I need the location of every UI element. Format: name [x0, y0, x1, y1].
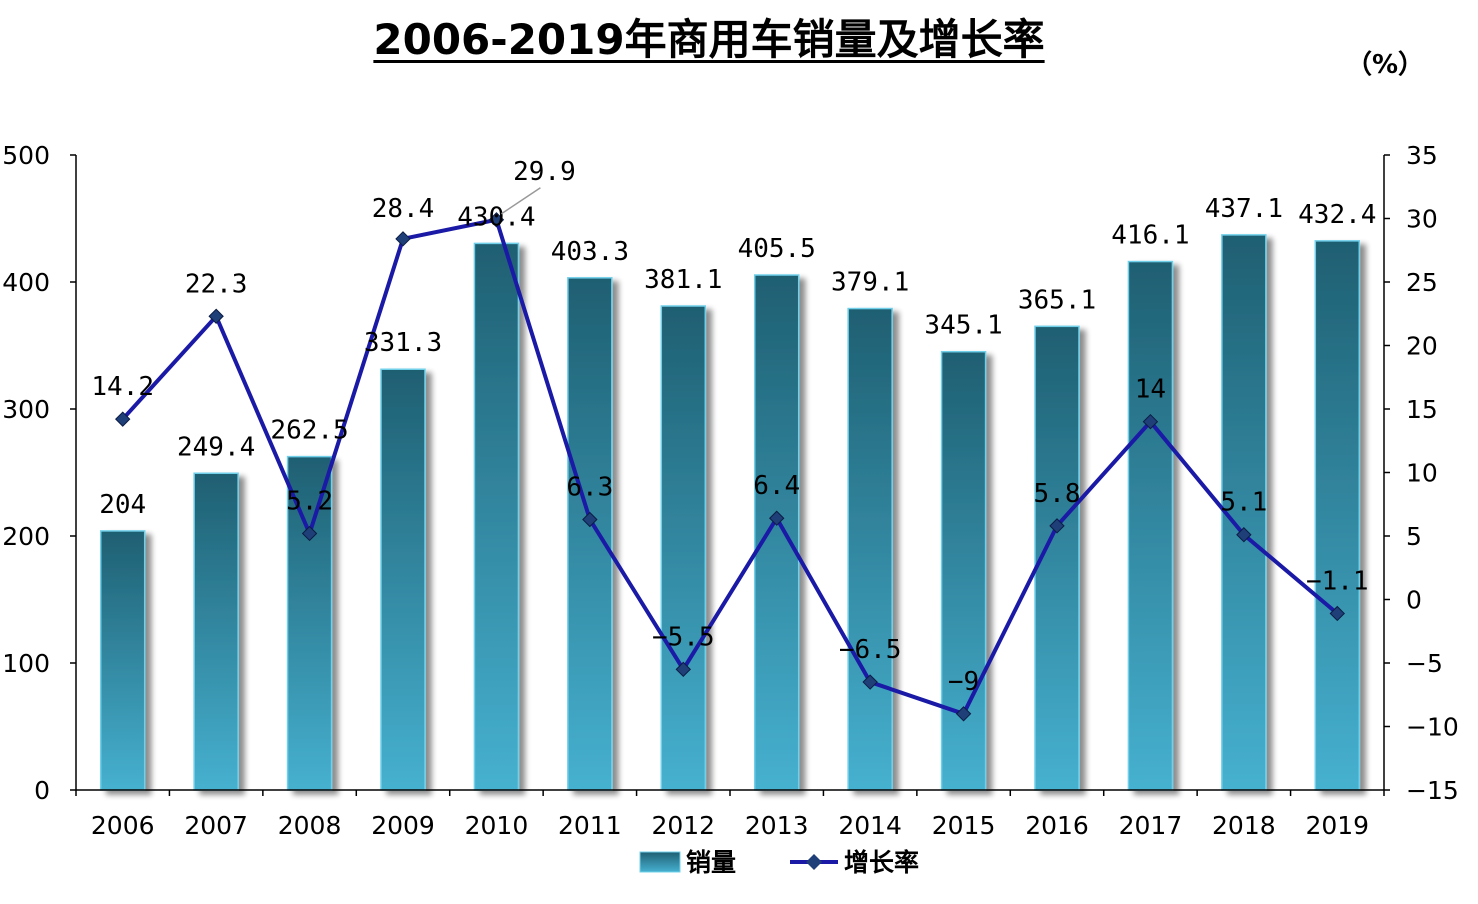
chart-title: 2006-2019年商用车销量及增长率	[373, 15, 1045, 64]
x-tick-label: 2016	[1025, 811, 1089, 840]
bar-value-label: 416.1	[1111, 221, 1189, 251]
bar-2018	[1221, 234, 1267, 791]
bar-2019	[1314, 240, 1361, 791]
x-tick-label: 2019	[1305, 811, 1369, 840]
left-tick-label: 0	[34, 776, 50, 805]
bar-value-label: 331.3	[364, 328, 442, 358]
growth-rate-value-label: 6.3	[566, 472, 613, 502]
bar-value-label: 403.3	[551, 237, 629, 267]
bar-value-label: 249.4	[177, 432, 255, 462]
growth-rate-value-label: −5.5	[652, 622, 715, 652]
bar-2016	[1034, 325, 1080, 791]
bar-2006	[99, 530, 146, 791]
legend-bar-swatch	[639, 851, 681, 873]
x-tick-label: 2010	[465, 811, 529, 840]
bar-2010	[473, 242, 520, 791]
legend-line-label: 增长率	[844, 848, 919, 877]
bar-value-label: 345.1	[924, 311, 1002, 341]
growth-rate-value-label: 5.8	[1034, 479, 1081, 509]
bar-value-label: 204	[99, 490, 146, 520]
right-tick-label: 35	[1406, 141, 1438, 170]
right-tick-label: −15	[1406, 776, 1459, 805]
growth-rate-point-2009	[395, 231, 411, 247]
right-tick-label: 5	[1406, 522, 1422, 551]
left-tick-label: 400	[2, 268, 50, 297]
bar-2009	[380, 368, 426, 791]
right-tick-label: 30	[1406, 205, 1438, 234]
right-axis-unit: （%）	[1346, 50, 1425, 80]
growth-rate-point-2007	[208, 308, 224, 324]
bar-2012	[660, 305, 707, 791]
legend-bar-label: 销量	[686, 848, 736, 877]
growth-rate-point-2012	[675, 661, 691, 678]
growth-rate-point-2019	[1329, 605, 1345, 622]
bar-value-label: 432.4	[1298, 200, 1376, 230]
bar-value-label: 437.1	[1205, 194, 1283, 224]
left-tick-label: 300	[2, 395, 50, 424]
x-tick-label: 2006	[91, 811, 155, 840]
bar-2013	[753, 274, 800, 791]
growth-rate-value-label: 5.1	[1220, 488, 1267, 518]
bar-value-label: 381.1	[644, 265, 722, 295]
bar-value-label: 405.5	[738, 234, 816, 264]
x-tick-label: 2017	[1119, 811, 1183, 840]
growth-rate-value-label: −1.1	[1306, 566, 1369, 596]
right-tick-label: 10	[1406, 459, 1438, 488]
right-tick-label: −5	[1406, 649, 1443, 678]
x-tick-label: 2012	[651, 811, 715, 840]
growth-rate-point-2011	[582, 511, 598, 528]
growth-rate-point-2017	[1142, 413, 1159, 430]
right-tick-label: 25	[1406, 268, 1438, 297]
bar-value-label: 430.4	[457, 202, 535, 232]
bar-value-label: 379.1	[831, 268, 909, 298]
bar-value-label: 262.5	[270, 416, 348, 446]
bar-2017	[1127, 260, 1174, 791]
left-tick-label: 200	[2, 522, 50, 551]
legend-line-marker	[806, 854, 822, 870]
growth-rate-value-label: 22.3	[185, 269, 248, 299]
left-tick-label: 100	[2, 649, 50, 678]
growth-rate-value-label: 6.4	[753, 471, 800, 501]
growth-rate-value-label: −9	[948, 667, 979, 697]
x-tick-label: 2008	[278, 811, 342, 840]
x-tick-label: 2011	[558, 811, 622, 840]
growth-rate-point-2006	[115, 411, 131, 427]
growth-rate-point-2015	[955, 706, 972, 722]
right-tick-label: 15	[1406, 395, 1438, 424]
left-tick-label: 500	[2, 141, 50, 170]
growth-rate-point-2013	[769, 510, 785, 526]
growth-rate-point-2014	[862, 674, 878, 690]
x-tick-label: 2009	[371, 811, 435, 840]
growth-rate-point-2016	[1049, 518, 1065, 534]
growth-rate-value-label: 29.9	[513, 157, 576, 187]
bar-2014	[847, 307, 893, 791]
growth-rate-value-label: −6.5	[839, 635, 902, 665]
growth-rate-value-label: 14.2	[91, 372, 154, 402]
growth-rate-point-2008	[301, 525, 318, 542]
right-tick-label: −10	[1406, 713, 1459, 742]
growth-rate-value-label: 5.2	[286, 486, 333, 516]
x-tick-label: 2013	[745, 811, 809, 840]
right-tick-label: 0	[1406, 586, 1422, 615]
x-tick-label: 2007	[184, 811, 248, 840]
bar-2007	[193, 472, 239, 791]
bar-2011	[567, 277, 613, 791]
label-leader-line	[501, 187, 541, 215]
growth-rate-value-label: 28.4	[372, 194, 435, 224]
growth-rate-line	[121, 217, 1339, 716]
growth-rate-point-2010	[488, 212, 505, 228]
growth-rate-value-label: 14	[1135, 375, 1166, 405]
growth-rate-point-2018	[1236, 527, 1252, 543]
bar-value-label: 365.1	[1018, 285, 1096, 315]
x-tick-label: 2015	[932, 811, 996, 840]
x-tick-label: 2014	[838, 811, 902, 840]
right-tick-label: 20	[1406, 332, 1438, 361]
bar-2015	[940, 350, 987, 791]
x-tick-label: 2018	[1212, 811, 1276, 840]
